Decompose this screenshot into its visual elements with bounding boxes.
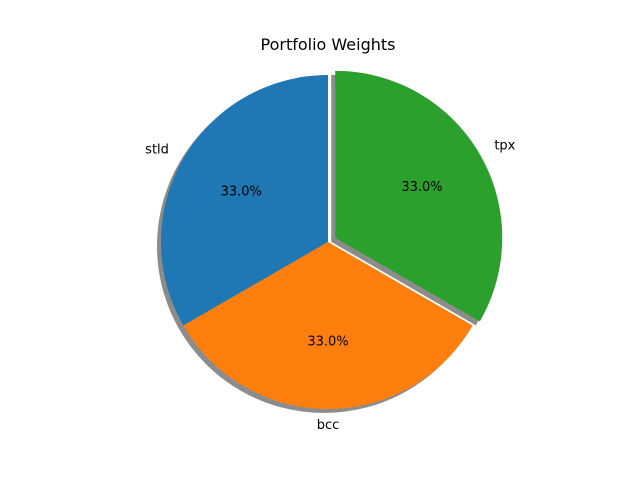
slice-label-stld: stld [145, 143, 169, 158]
slice-label-bcc: bcc [317, 418, 340, 433]
slice-percent-tpx: 33.0% [401, 180, 442, 195]
pie-slice-stld [161, 75, 328, 326]
chart-title: Portfolio Weights [261, 35, 396, 54]
slice-percent-stld: 33.0% [221, 184, 262, 199]
label-layer: stld 33.0% bcc 33.0% tpx 33.0% [145, 138, 515, 433]
pie-slice-bcc [183, 242, 473, 409]
slice-label-tpx: tpx [494, 138, 515, 153]
slice-layer [161, 70, 503, 409]
pie-slice-tpx [335, 70, 503, 322]
slice-percent-bcc: 33.0% [307, 335, 348, 350]
